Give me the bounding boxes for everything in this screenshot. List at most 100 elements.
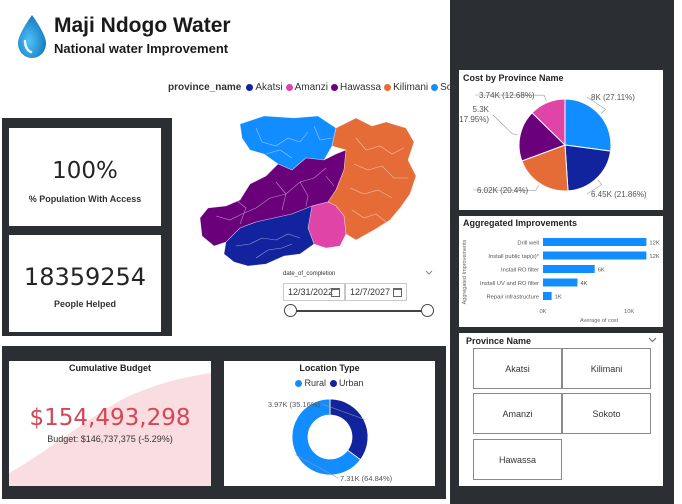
map-region-kilimani[interactable]: [327, 117, 417, 241]
map-legend-item[interactable]: Kilimani: [384, 82, 428, 93]
donut-data-label: 3.97K (35.16%): [268, 400, 321, 409]
map-legend-item[interactable]: Akatsi: [246, 82, 283, 93]
donut-leader-line: [294, 454, 339, 479]
aggregated-improvements-card: Aggregated Improvements Aggregated Impro…: [459, 216, 663, 327]
province-slicer-title: Province Name: [466, 336, 532, 346]
legend-dot-icon: [330, 379, 337, 387]
province-tile-amanzi[interactable]: Amanzi: [473, 393, 562, 434]
bar-data-label: 6K: [598, 268, 605, 274]
aggregated-improvements-title: Aggregated Improvements: [463, 218, 578, 228]
location-type-card: Location Type Rural Urban 7.31K (64.84%)…: [224, 361, 435, 486]
kpi-access-value: 100%: [52, 158, 118, 184]
bar-data-label: 4K: [580, 281, 587, 287]
pie-slice[interactable]: [564, 98, 612, 152]
bar-axis-label-y: Aggregated Improvements: [462, 239, 468, 304]
cost-by-province-card: Cost by Province Name 8K (27.11%) 6.45K (…: [459, 70, 663, 210]
budget-area-background: [9, 373, 211, 486]
bar-category-label: Install UV and RO filter: [480, 281, 539, 287]
pie-data-label: 6.02K (20.4%): [477, 186, 528, 195]
location-legend-urban: Urban: [339, 378, 364, 388]
map-legend-item[interactable]: Amanzi: [285, 82, 328, 93]
pie-leader-line: [586, 96, 607, 114]
location-type-title: Location Type: [299, 363, 360, 373]
kpi-helped-value: 18359254: [23, 263, 147, 291]
pie-data-label: 3.74K (12.68%): [479, 91, 535, 100]
cost-by-province-title: Cost by Province Name: [463, 73, 564, 83]
location-donut-chart[interactable]: 7.31K (64.84%) 3.97K (35.16%): [224, 361, 435, 486]
bar-category-label: Repair infrastructure: [486, 295, 539, 301]
pie-slice[interactable]: [531, 98, 566, 147]
province-map[interactable]: [196, 98, 440, 268]
page-subtitle: National water Improvement: [54, 41, 229, 56]
donut-slice[interactable]: [291, 398, 362, 476]
bar-data-label: 12K: [649, 241, 659, 247]
province-tile-akatsi[interactable]: Akatsi: [473, 348, 562, 389]
kpi-access-label: % Population With Access: [28, 194, 142, 204]
map-legend-item[interactable]: Hawassa: [330, 82, 381, 93]
cost-pie-chart[interactable]: 8K (27.11%) 6.45K (21.86%) 6.02K (20.4%) 5.…: [459, 70, 663, 210]
kpi-card-access: 100% % Population With Access: [9, 128, 161, 226]
bar-tick-label: 0K: [539, 309, 546, 315]
legend-dot-icon: [295, 379, 303, 387]
chevron-down-icon[interactable]: [425, 270, 433, 276]
donut-slice[interactable]: [329, 398, 369, 461]
bar[interactable]: [543, 292, 552, 300]
donut-data-label: 7.31K (64.84%): [340, 474, 393, 483]
page-title: Maji Ndogo Water: [54, 14, 231, 37]
bar[interactable]: [543, 251, 647, 260]
location-legend-rural: Rural: [304, 378, 326, 388]
budget-target: Budget: $146,737,375 (-5.29%): [47, 434, 173, 444]
pie-data-label: 5.3K: [473, 105, 490, 114]
legend-dot-icon: [330, 84, 338, 91]
province-tile-sokoto[interactable]: Sokoto: [562, 393, 651, 434]
calendar-icon[interactable]: [393, 288, 402, 297]
pie-leader-line: [492, 114, 519, 136]
bar-category-label: Install RO filter: [501, 268, 539, 274]
legend-dot-icon: [431, 84, 439, 91]
province-tile-hawassa[interactable]: Hawassa: [473, 439, 562, 480]
bar-data-label: 1K: [555, 295, 562, 301]
legend-dot-icon: [285, 84, 293, 91]
pie-data-label: (17.95%): [459, 115, 489, 124]
kpi-card-helped: 18359254 People Helped: [9, 235, 161, 332]
pie-data-label: 6.45K (21.86%): [591, 190, 647, 199]
pie-leader-line: [472, 185, 540, 191]
date-range-handle-end[interactable]: [421, 304, 434, 317]
bar-axis-label-x: Average of cost: [580, 318, 619, 324]
location-legend: Rural Urban: [224, 378, 435, 388]
water-drop-icon: [18, 15, 46, 58]
kpi-helped-label: People Helped: [53, 299, 116, 309]
legend-dot-icon: [246, 84, 254, 91]
pie-leader-line: [474, 94, 547, 101]
pie-slice[interactable]: [521, 144, 569, 192]
date-start-input[interactable]: 12/31/2022: [283, 283, 345, 301]
pie-leader-line: [586, 179, 603, 195]
budget-title: Cumulative Budget: [68, 363, 151, 373]
bar-category-label: Drill well: [517, 241, 539, 247]
map-region-akatsi[interactable]: [223, 205, 315, 267]
date-range-track: [290, 310, 428, 312]
pie-slice[interactable]: [564, 144, 612, 192]
map-legend-item[interactable]: Sokoto: [431, 82, 471, 93]
province-tile-kilimani[interactable]: Kilimani: [562, 348, 651, 389]
bar[interactable]: [543, 265, 595, 273]
budget-value: $154,493,298: [29, 405, 191, 431]
date-range-handle-start[interactable]: [284, 304, 297, 317]
improvements-bar-chart[interactable]: Aggregated Improvements Drill well 12K Inst…: [459, 216, 663, 327]
bar-tick-label: 10K: [624, 309, 634, 315]
date-end-input[interactable]: 12/7/2027: [345, 283, 407, 301]
map-legend-title: province_name: [168, 82, 242, 93]
pie-slice[interactable]: [518, 112, 566, 162]
map-legend: province_name Akatsi Amanzi Hawassa Kili…: [168, 82, 474, 93]
bar-category-label: Install public tap(s)*: [488, 254, 539, 260]
bar-data-label: 12K: [649, 254, 659, 260]
legend-dot-icon: [384, 84, 392, 91]
pie-data-label: 8K (27.11%): [591, 93, 635, 102]
date-slicer-label: date_of_completion: [283, 271, 336, 277]
calendar-icon[interactable]: [331, 288, 340, 297]
bar[interactable]: [543, 238, 647, 246]
cumulative-budget-card: Cumulative Budget $154,493,298 Budget: $…: [9, 361, 211, 486]
bar[interactable]: [543, 278, 578, 287]
chevron-down-icon[interactable]: [648, 337, 657, 343]
donut-leader-line: [321, 403, 365, 420]
